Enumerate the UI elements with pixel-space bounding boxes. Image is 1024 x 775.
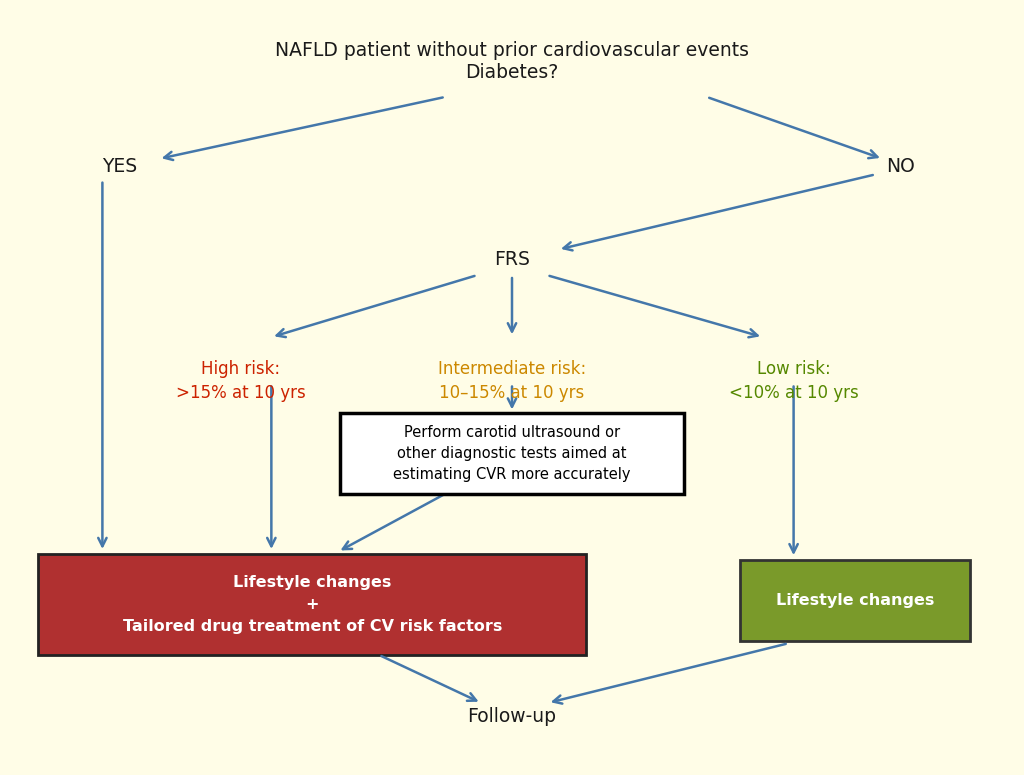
- Text: NO: NO: [886, 157, 914, 176]
- FancyBboxPatch shape: [38, 554, 586, 655]
- Text: Lifestyle changes
+
Tailored drug treatment of CV risk factors: Lifestyle changes + Tailored drug treatm…: [123, 575, 502, 634]
- Text: YES: YES: [102, 157, 137, 176]
- Text: Low risk:
<10% at 10 yrs: Low risk: <10% at 10 yrs: [729, 360, 858, 402]
- Text: High risk:
>15% at 10 yrs: High risk: >15% at 10 yrs: [176, 360, 305, 402]
- FancyBboxPatch shape: [739, 560, 970, 642]
- Text: NAFLD patient without prior cardiovascular events
Diabetes?: NAFLD patient without prior cardiovascul…: [275, 42, 749, 82]
- Text: Follow-up: Follow-up: [468, 708, 556, 726]
- Text: Intermediate risk:
10–15% at 10 yrs: Intermediate risk: 10–15% at 10 yrs: [438, 360, 586, 402]
- FancyBboxPatch shape: [340, 412, 684, 494]
- Text: Perform carotid ultrasound or
other diagnostic tests aimed at
estimating CVR mor: Perform carotid ultrasound or other diag…: [393, 425, 631, 482]
- Text: Lifestyle changes: Lifestyle changes: [776, 593, 934, 608]
- Text: FRS: FRS: [494, 250, 530, 269]
